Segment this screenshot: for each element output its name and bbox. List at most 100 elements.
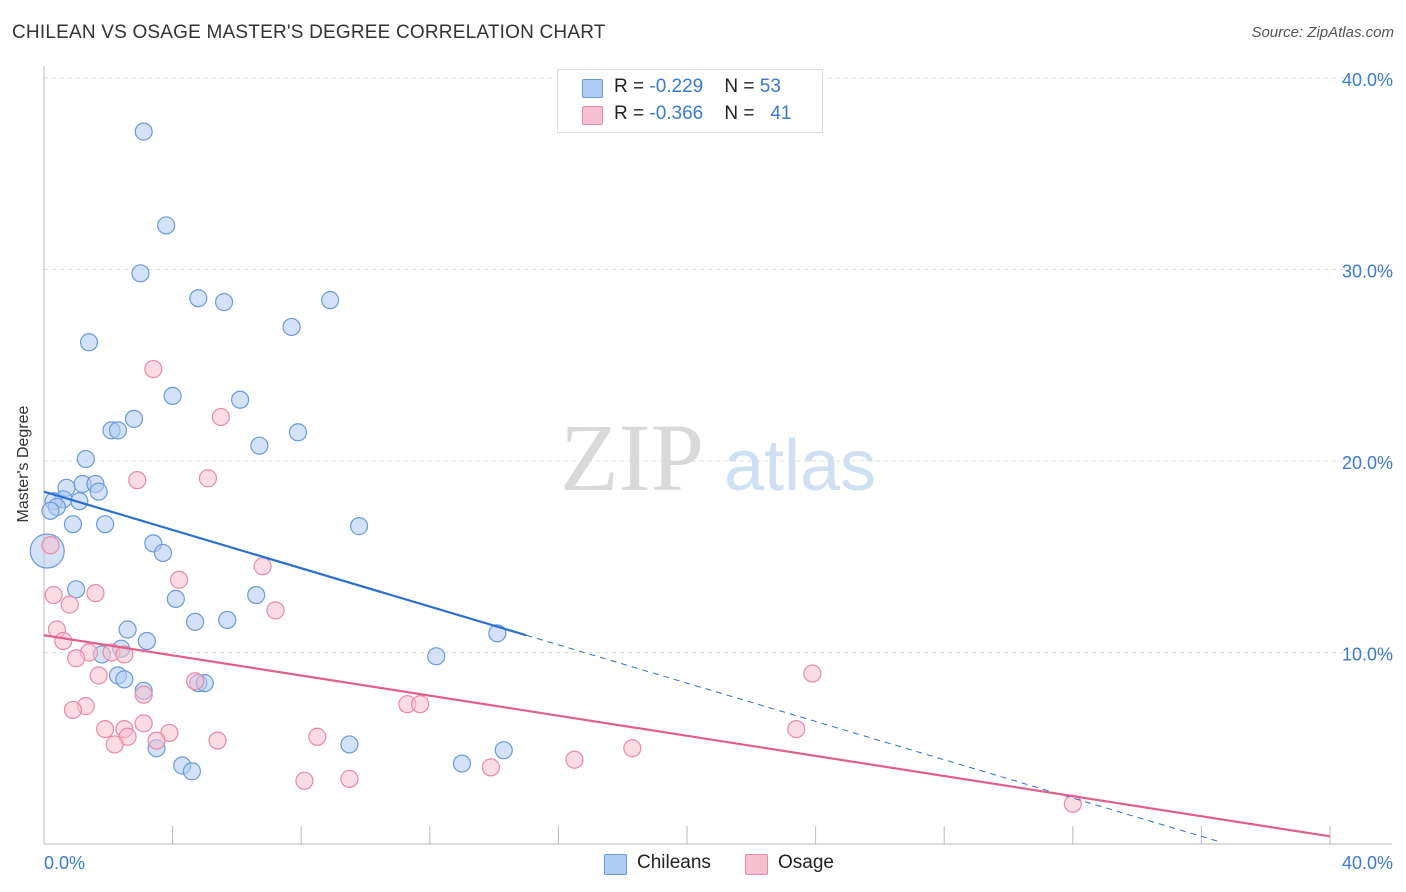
chileans-point — [163, 386, 182, 405]
chart-title: CHILEAN VS OSAGE MASTER'S DEGREE CORRELA… — [12, 22, 606, 43]
chileans-point — [134, 122, 153, 141]
chileans-legend-swatch — [604, 854, 627, 875]
chileans-n-value: 53 — [759, 76, 781, 97]
osage-point — [128, 471, 147, 490]
osage-swatch — [582, 106, 603, 125]
tick-labels: 10.0% 20.0% 30.0% 40.0% 0.0% 40.0% — [44, 70, 1393, 873]
osage-point — [67, 649, 86, 668]
chileans-point — [247, 585, 266, 605]
watermark-atlas: atlas — [724, 426, 876, 506]
osage-point — [623, 739, 642, 758]
osage-point — [186, 672, 205, 691]
chileans-point — [452, 754, 472, 773]
y-tick-label: 20.0% — [1342, 453, 1393, 473]
osage-r-label: R = — [614, 103, 650, 124]
osage-point — [86, 584, 105, 603]
chileans-point — [153, 543, 173, 563]
chileans-point — [250, 436, 269, 455]
axes — [43, 66, 1392, 845]
y-tick-label: 40.0% — [1342, 70, 1393, 90]
chileans-point — [137, 631, 156, 651]
osage-point — [147, 731, 166, 750]
chileans-point — [182, 762, 201, 781]
chileans-point — [41, 501, 60, 520]
chileans-point — [67, 580, 86, 599]
chileans-point — [89, 482, 108, 501]
osage-point — [803, 664, 822, 683]
chileans-swatch — [582, 79, 603, 98]
osage-legend-swatch — [745, 854, 768, 875]
x-tick-label: 0.0% — [44, 853, 85, 873]
x-tick-label: 40.0% — [1342, 853, 1393, 873]
chileans-point — [189, 289, 208, 308]
chileans-point — [214, 292, 234, 312]
chileans-point — [488, 624, 507, 643]
chileans-point — [95, 515, 115, 534]
chileans-point — [231, 390, 250, 409]
osage-n-value: 41 — [770, 103, 792, 124]
osage-point — [115, 645, 134, 664]
osage-point — [481, 758, 500, 777]
osage-n-label: N = — [724, 103, 760, 124]
chileans-point — [218, 610, 237, 630]
osage-point — [63, 700, 83, 720]
osage-point — [208, 731, 227, 750]
source-label: Source: ZipAtlas.com — [1251, 24, 1394, 41]
chileans-point — [282, 317, 301, 337]
chileans-point — [349, 517, 369, 536]
chileans-point — [321, 291, 340, 310]
chileans-point — [124, 409, 144, 428]
chileans-point — [118, 620, 137, 639]
osage-point — [134, 714, 153, 733]
chileans-point — [340, 735, 359, 754]
chileans-point — [186, 612, 205, 631]
osage-point — [253, 557, 272, 576]
osage-legend-label: Osage — [778, 852, 834, 873]
osage-point — [95, 719, 115, 739]
osage-point — [41, 536, 60, 555]
osage-point — [295, 771, 314, 790]
chileans-point — [108, 421, 128, 440]
chileans-point — [166, 589, 185, 608]
osage-point — [54, 631, 73, 651]
osage-point — [308, 727, 327, 746]
osage-point — [340, 769, 359, 788]
osage-point — [198, 469, 218, 488]
osage-point — [411, 695, 430, 714]
chileans-point — [427, 647, 446, 666]
y-axis-label: Master's Degree — [15, 405, 32, 523]
osage-point — [787, 719, 806, 739]
trend-lines — [43, 490, 1331, 842]
watermark-zip: ZIP — [560, 404, 704, 511]
grid-lines — [44, 77, 1392, 653]
y-tick-label: 10.0% — [1342, 645, 1393, 665]
osage-r-value: -0.366 — [649, 103, 704, 124]
chileans-point — [79, 333, 99, 352]
osage-point — [169, 570, 189, 589]
y-tick-label: 30.0% — [1342, 262, 1393, 282]
chileans-legend-label: Chileans — [637, 852, 711, 873]
series-osage-points — [41, 359, 1082, 813]
osage-point — [266, 601, 285, 620]
chileans-n-label: N = — [724, 76, 760, 97]
osage-point — [211, 407, 230, 427]
osage-point — [105, 735, 124, 754]
chileans-point — [494, 741, 513, 760]
chileans-point — [76, 449, 95, 469]
chileans-trend-extension — [526, 634, 1218, 842]
chileans-r-value: -0.229 — [649, 76, 704, 97]
watermark: ZIP atlas — [560, 404, 876, 511]
chileans-trend-line — [43, 490, 527, 637]
chileans-point — [157, 216, 176, 235]
chileans-point — [288, 423, 308, 442]
stats-legend: R = -0.229 N = 53 R = -0.366 N = 41 — [557, 69, 823, 133]
osage-point — [144, 359, 163, 379]
osage-point — [134, 685, 153, 704]
chileans-point — [115, 670, 134, 689]
osage-point — [565, 750, 584, 769]
chileans-r-label: R = — [614, 76, 650, 97]
osage-point — [89, 666, 108, 685]
osage-point — [60, 595, 79, 614]
chileans-point — [131, 264, 150, 283]
